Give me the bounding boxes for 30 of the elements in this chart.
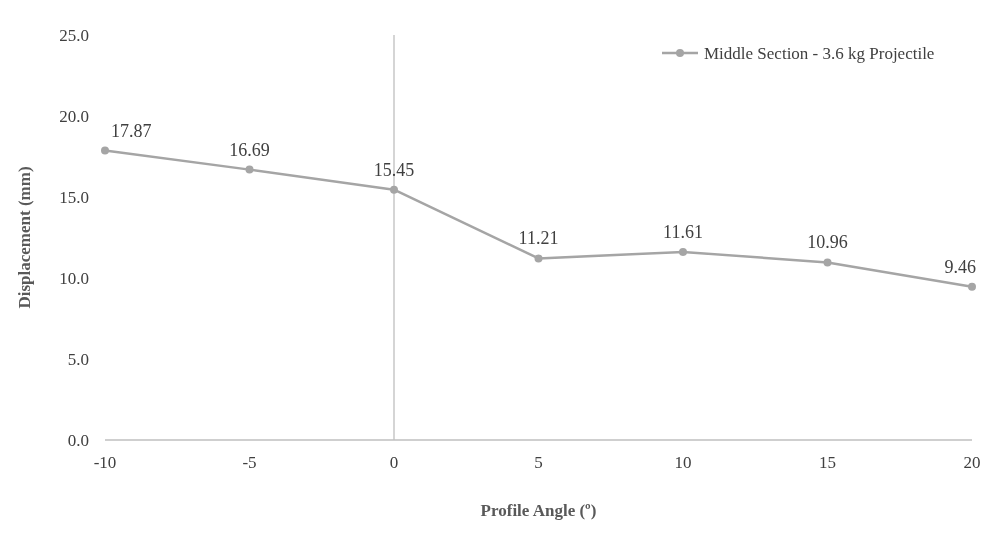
point <box>245 165 254 174</box>
data-label: 11.61 <box>663 221 703 242</box>
point <box>679 247 687 256</box>
x-tick-label: 15 <box>819 453 836 472</box>
y-tick-label: 0.0 <box>67 430 89 450</box>
data-label: 16.69 <box>229 139 270 160</box>
x-axis-title: Profile Angle (º) <box>480 501 597 520</box>
data-label: 11.21 <box>518 228 559 249</box>
point <box>390 185 398 194</box>
x-tick-label: 20 <box>963 453 981 472</box>
y-tick-label: 15.0 <box>59 187 89 207</box>
data-label: 15.45 <box>373 159 415 180</box>
data-label: 9.46 <box>944 256 976 277</box>
point <box>823 258 832 267</box>
x-tick-label: -10 <box>93 453 117 472</box>
legend-label: Middle Section - 3.6 kg Projectile <box>704 43 935 63</box>
x-tick-label: 10 <box>674 453 692 472</box>
x-tick-label: -5 <box>242 453 257 472</box>
point <box>101 146 109 155</box>
x-tick-label: 0 <box>389 453 399 472</box>
x-tick-label: 5 <box>534 453 543 472</box>
y-tick-label: 20.0 <box>59 106 89 126</box>
point <box>534 254 543 263</box>
y-tick-label: 10.0 <box>59 268 89 288</box>
data-label: 17.87 <box>111 120 152 141</box>
data-label: 10.96 <box>807 232 848 253</box>
y-tick-label: 5.0 <box>67 349 89 369</box>
point <box>968 282 976 291</box>
y-axis-title: Displacement (mm) <box>15 166 34 309</box>
y-tick-label: 25.0 <box>59 25 89 45</box>
